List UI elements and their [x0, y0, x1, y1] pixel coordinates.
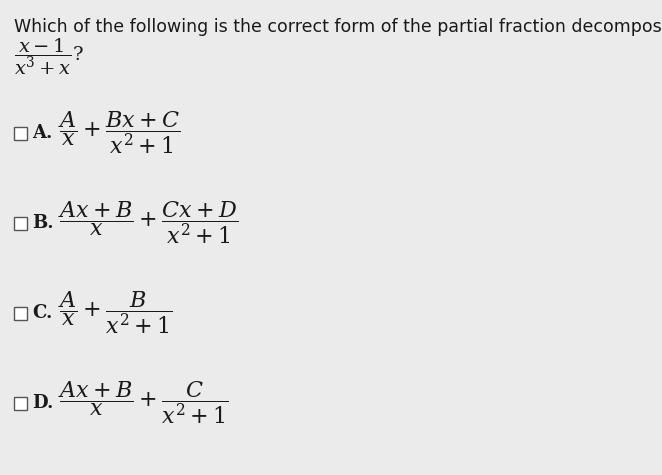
Text: $\dfrac{x-1}{x^3+x}$?: $\dfrac{x-1}{x^3+x}$? — [14, 36, 84, 77]
Text: B.: B. — [32, 214, 54, 232]
FancyBboxPatch shape — [14, 127, 27, 140]
Text: Which of the following is the correct form of the partial fraction decomposition: Which of the following is the correct fo… — [14, 18, 662, 36]
Text: C.: C. — [32, 304, 52, 322]
Text: A.: A. — [32, 124, 52, 142]
Text: $\dfrac{A}{x}+\dfrac{B}{x^2+1}$: $\dfrac{A}{x}+\dfrac{B}{x^2+1}$ — [58, 290, 173, 336]
Text: $\dfrac{A}{x}+\dfrac{Bx+C}{x^2+1}$: $\dfrac{A}{x}+\dfrac{Bx+C}{x^2+1}$ — [58, 110, 181, 156]
Text: $\dfrac{Ax+B}{x}+\dfrac{Cx+D}{x^2+1}$: $\dfrac{Ax+B}{x}+\dfrac{Cx+D}{x^2+1}$ — [58, 200, 238, 246]
FancyBboxPatch shape — [14, 397, 27, 410]
FancyBboxPatch shape — [14, 307, 27, 320]
FancyBboxPatch shape — [14, 217, 27, 230]
Text: $\dfrac{Ax+B}{x}+\dfrac{C}{x^2+1}$: $\dfrac{Ax+B}{x}+\dfrac{C}{x^2+1}$ — [58, 380, 229, 426]
Text: D.: D. — [32, 394, 54, 412]
